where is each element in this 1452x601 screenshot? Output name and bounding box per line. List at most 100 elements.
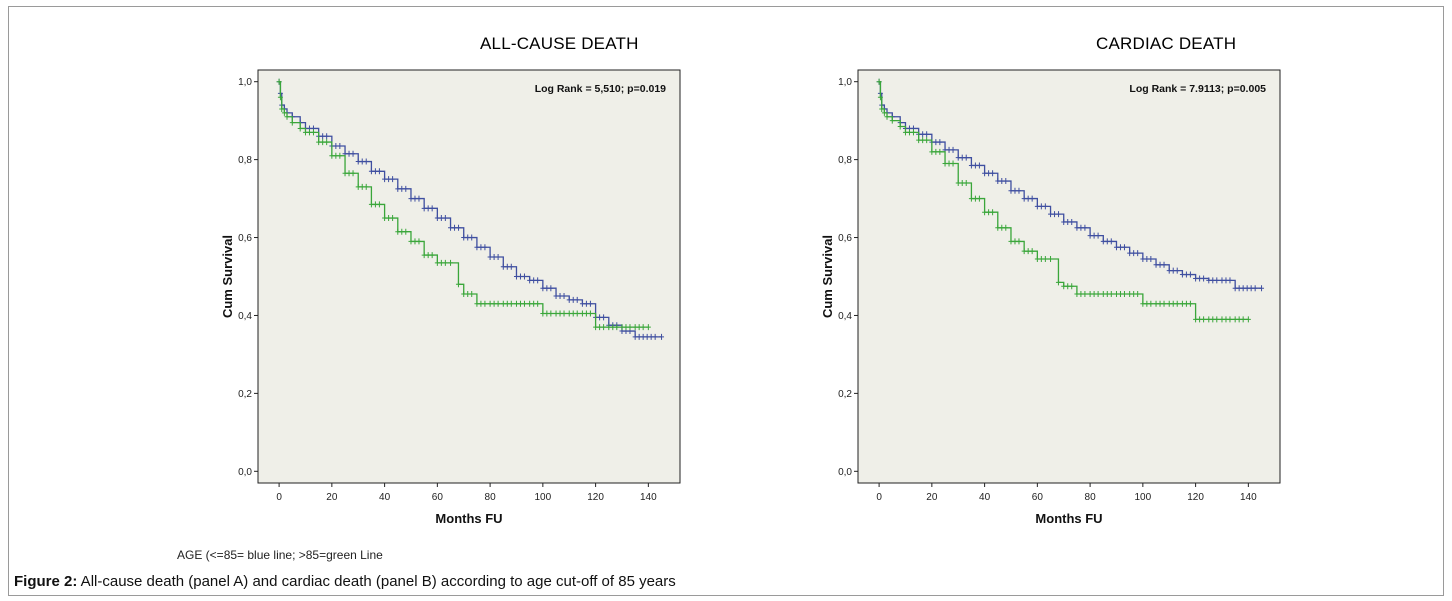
censor-mark [951, 160, 956, 167]
censor-mark [360, 158, 365, 165]
chart-cardiac-death: 0,0 0,2 0,4 0,6 0,8 1,0 0 20 40 60 80 100 120 140 Mont… [820, 69, 1281, 526]
censor-mark [566, 310, 572, 317]
censor-mark [1259, 285, 1265, 292]
censor-mark [355, 183, 361, 190]
log-rank-annotation: Log Rank = 5,510; p=0.019 [535, 83, 666, 95]
censor-mark [492, 300, 497, 307]
censor-mark [548, 285, 553, 292]
x-tick-label: 140 [1240, 492, 1257, 503]
censor-mark [1008, 187, 1014, 194]
censor-mark [610, 324, 615, 331]
censor-mark [1105, 238, 1110, 245]
censor-mark [377, 201, 382, 208]
censor-mark [1237, 285, 1242, 292]
censor-mark [474, 244, 480, 251]
censor-mark [1131, 291, 1136, 298]
censor-mark [492, 254, 497, 261]
censor-mark [390, 176, 395, 183]
censor-mark [601, 324, 606, 331]
censor-mark [277, 94, 283, 101]
censor-mark [342, 170, 348, 177]
censor-mark [1012, 238, 1017, 245]
censor-mark [469, 234, 474, 241]
censor-mark [1184, 271, 1189, 278]
censor-mark [606, 324, 612, 331]
censor-mark [478, 300, 483, 307]
censor-mark [403, 185, 408, 192]
censor-mark [320, 133, 325, 140]
censor-mark [1061, 218, 1067, 225]
censor-mark [333, 142, 338, 149]
censor-mark [916, 137, 922, 144]
censor-marks-green [876, 78, 1251, 323]
censor-mark [1074, 291, 1080, 298]
x-tick-label: 120 [587, 492, 604, 503]
censor-mark [487, 300, 493, 307]
censor-mark [333, 152, 338, 159]
x-tick-label: 120 [1187, 492, 1204, 503]
censor-mark [1012, 187, 1017, 194]
censor-mark [933, 139, 938, 146]
censor-mark [1113, 291, 1119, 298]
censor-mark [434, 215, 440, 222]
censor-mark [522, 300, 527, 307]
censor-mark [1193, 316, 1199, 323]
censor-mark [1162, 300, 1167, 307]
y-tick-label: 0,0 [238, 467, 252, 478]
censor-mark [324, 133, 329, 140]
censor-mark [1175, 267, 1180, 274]
censor-mark [1237, 316, 1242, 323]
censor-mark [645, 324, 651, 331]
y-tick-label: 0,0 [838, 467, 852, 478]
censor-mark [416, 238, 421, 245]
censor-mark [623, 324, 628, 331]
censor-mark [434, 259, 440, 266]
censor-mark [659, 333, 665, 340]
censor-mark [1092, 291, 1097, 298]
censor-mark [632, 333, 638, 340]
censor-mark [575, 310, 580, 317]
censor-mark [1223, 316, 1228, 323]
x-tick-label: 20 [926, 492, 938, 503]
figure-caption: Figure 2: All-cause death (panel A) and … [14, 573, 676, 590]
y-tick-label: 0,4 [238, 311, 252, 322]
censor-mark [977, 195, 982, 202]
censor-mark [1162, 261, 1167, 268]
censor-mark [597, 324, 602, 331]
censor-mark [373, 201, 378, 208]
censor-mark [1105, 291, 1110, 298]
censor-mark [320, 139, 325, 146]
censor-mark [505, 263, 510, 270]
x-tick-label: 40 [979, 492, 991, 503]
censor-mark [324, 139, 329, 146]
censor-mark [337, 152, 342, 159]
censor-mark [964, 179, 969, 186]
censor-mark [614, 324, 619, 331]
censor-mark [1087, 291, 1093, 298]
y-tick-label: 0,8 [238, 155, 252, 166]
censor-mark [1144, 255, 1149, 262]
x-tick-label: 100 [1135, 492, 1152, 503]
censor-mark [1232, 316, 1238, 323]
censor-mark [876, 78, 882, 85]
censor-mark [439, 215, 444, 222]
x-tick-label: 60 [1032, 492, 1044, 503]
censor-mark [386, 176, 391, 183]
censor-mark [1210, 277, 1215, 284]
censor-mark [1065, 283, 1070, 290]
censor-mark [1166, 267, 1172, 274]
x-axis-title: Months FU [435, 511, 502, 526]
plot-area [257, 69, 681, 484]
censor-mark [1184, 300, 1189, 307]
censor-mark [879, 105, 885, 112]
censor-mark [995, 178, 1001, 185]
censor-mark [1003, 178, 1008, 185]
censor-mark [960, 154, 965, 161]
censor-mark [1109, 238, 1114, 245]
censor-mark [1206, 316, 1212, 323]
censor-mark [947, 160, 952, 167]
censor-mark [1122, 291, 1127, 298]
censor-mark [1030, 195, 1035, 202]
censor-mark [999, 224, 1004, 231]
censor-mark [1118, 291, 1123, 298]
